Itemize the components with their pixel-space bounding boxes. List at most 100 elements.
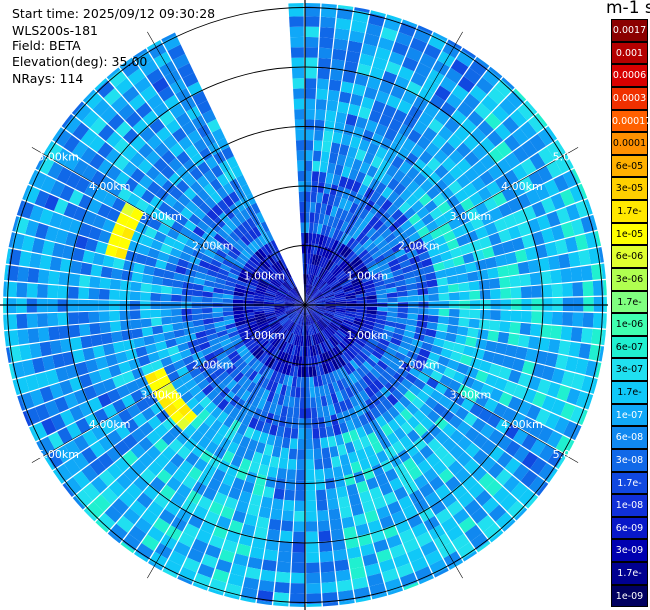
range-gate-cell [182,475,197,490]
range-gate-cell [353,381,364,393]
range-gate-cell [130,135,147,152]
range-gate-cell [297,449,305,460]
range-gate-cell [203,414,217,428]
range-gate-cell [458,516,477,534]
range-gate-cell [386,203,399,216]
colorbar-tick-label: 0.001 [615,47,644,59]
range-gate-cell [243,426,255,439]
range-gate-cell [297,170,305,182]
range-gate-cell [327,498,339,510]
range-gate-cell [320,257,327,268]
range-gate-cell [498,229,512,243]
range-gate-cell [332,174,341,186]
range-gate-cell [316,223,323,235]
range-gate-cell [387,258,400,268]
range-gate-cell [324,311,335,316]
range-gate-cell [140,283,152,293]
range-gate-cell [230,454,243,468]
range-gate-cell [84,413,100,429]
range-gate-cell [261,389,271,401]
range-gate-cell [396,383,409,396]
range-gate-cell [316,88,328,100]
range-gate-cell [510,482,528,500]
range-gate-cell [344,60,359,74]
range-gate-cell [349,239,359,251]
range-gate-cell [233,341,245,351]
range-gate-cell [324,272,332,282]
range-gate-cell [314,129,324,141]
colorbar-level: 3e-06 [611,267,648,291]
range-gate-cell [362,553,378,567]
range-gate-cell [314,254,319,266]
range-gate-cell [314,212,320,224]
range-gate-cell [369,582,387,597]
range-gate-cell [298,296,305,305]
range-gate-cell [492,353,505,366]
range-gate-cell [376,293,388,299]
range-gate-cell [202,486,217,501]
range-gate-cell [112,257,125,270]
range-gate-cell [396,317,408,325]
range-gate-cell [173,329,186,338]
range-gate-cell [140,189,155,204]
range-gate-cell [294,500,305,512]
range-gate-cell [262,486,275,499]
range-gate-cell [305,387,311,398]
range-gate-cell [354,73,369,87]
range-gate-cell [99,322,111,334]
range-gate-cell [510,181,526,197]
range-gate-cell [274,361,282,372]
range-gate-cell [97,512,116,531]
colorbar-level: 1e-07 [611,403,648,427]
range-gate-cell [420,179,434,193]
range-gate-cell [26,283,38,298]
range-gate-cell [162,324,174,333]
range-gate-cell [365,357,377,368]
range-gate-cell [257,248,267,259]
range-gate-cell [525,188,541,205]
range-gate-cell [454,467,471,484]
range-gate-cell [362,422,374,436]
range-gate-cell [313,309,324,316]
range-gate-cell [305,298,314,305]
range-gate-cell [314,309,324,315]
range-gate-cell [460,118,477,135]
range-gate-cell [122,128,139,145]
range-gate-cell [290,277,297,287]
range-gate-cell [328,152,339,164]
range-gate-cell [224,496,239,510]
range-gate-cell [452,225,466,239]
range-gate-cell [241,249,252,260]
range-gate-cell [276,425,285,438]
range-gate-cell [360,272,371,280]
range-gate-cell [297,298,305,305]
range-gate-cell [421,341,433,352]
range-gate-cell [365,259,377,269]
range-gate-cell [332,466,344,478]
range-gate-cell [413,498,430,514]
range-gate-cell [320,317,330,325]
range-gate-cell [321,193,330,205]
range-gate-cell [471,379,485,393]
range-gate-cell [226,156,239,169]
range-gate-cell [264,309,275,313]
range-gate-cell [294,109,305,120]
range-gate-cell [446,525,464,542]
range-gate-cell [497,265,510,278]
range-gate-cell [298,296,305,305]
range-gate-cell [185,361,198,373]
range-gate-cell [293,521,305,532]
range-gate-cell [380,459,394,473]
range-gate-cell [207,142,221,156]
range-gate-cell [144,371,158,385]
range-gate-cell [511,127,529,146]
range-gate-cell [550,325,562,340]
range-gate-cell [501,186,517,202]
range-gate-cell [266,315,277,322]
range-gate-cell [199,449,214,464]
range-gate-cell [332,347,341,358]
range-gate-cell [153,492,170,509]
range-gate-cell [305,201,311,213]
range-gate-cell [429,207,443,220]
range-gate-cell [295,314,301,324]
